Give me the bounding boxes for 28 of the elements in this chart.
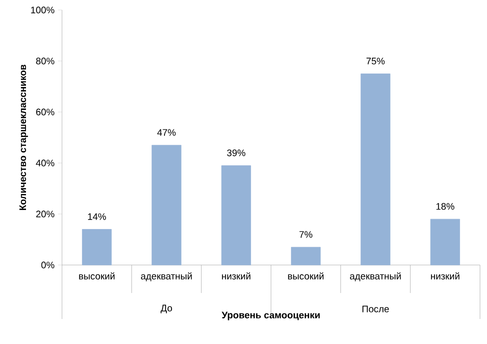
- bar: [291, 246, 321, 266]
- y-tick-label: 80%: [36, 58, 54, 64]
- bar: [152, 144, 182, 266]
- x-tick-label: высокий: [288, 272, 324, 280]
- y-tick-label: 0%: [41, 262, 54, 268]
- bar: [221, 165, 251, 266]
- y-axis-title: Количество старшеклассников: [19, 64, 28, 210]
- bar: [430, 218, 460, 266]
- data-label: 75%: [366, 58, 385, 64]
- x-tick-label: низкий: [431, 272, 460, 280]
- x-tick-label: низкий: [222, 272, 250, 280]
- x-axis-title: Уровень самооценки: [222, 312, 320, 320]
- data-label: 18%: [436, 203, 454, 210]
- text: До: [160, 304, 172, 314]
- y-tick-label: 40%: [36, 160, 54, 166]
- bar: [82, 229, 112, 266]
- y-tick-label: 100%: [31, 6, 54, 14]
- data-label: 47%: [157, 129, 176, 136]
- text: После: [362, 306, 389, 312]
- y-tick-label: 20%: [36, 210, 54, 218]
- x-tick-label: адекватный: [140, 272, 192, 282]
- bar: [360, 74, 390, 266]
- data-label: 14%: [88, 213, 106, 220]
- x-tick-label: высокий: [79, 272, 114, 280]
- y-tick-label: 60%: [36, 108, 54, 116]
- x-tick-label: адекватный: [350, 272, 401, 282]
- data-label: 7%: [299, 231, 312, 238]
- data-label: 39%: [227, 149, 246, 156]
